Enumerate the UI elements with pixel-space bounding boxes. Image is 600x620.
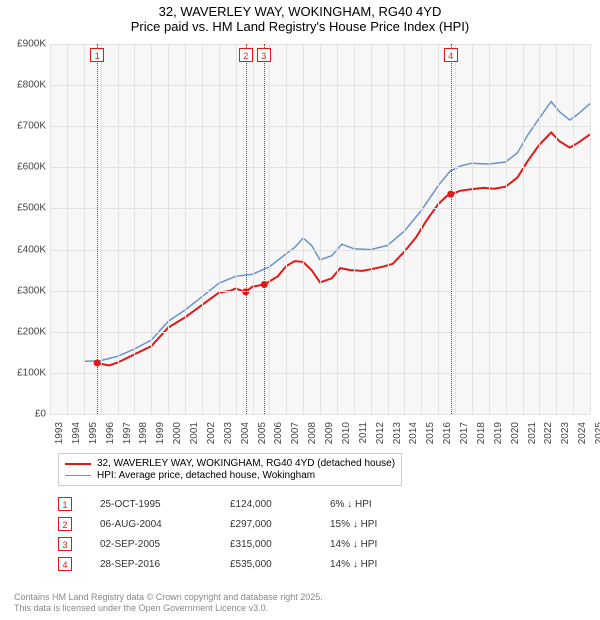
x-tick-label: 1996 — [105, 422, 116, 444]
transaction-date: 25-OCT-1995 — [100, 499, 230, 510]
x-tick-label: 1999 — [155, 422, 166, 444]
x-tick-label: 2018 — [476, 422, 487, 444]
x-tick-label: 2025 — [594, 422, 600, 444]
x-tick-label: 2003 — [223, 422, 234, 444]
y-tick-label: £700K — [17, 121, 46, 132]
y-tick-label: £200K — [17, 326, 46, 337]
transaction-marker-num: 2 — [58, 517, 72, 531]
event-marker-4: 4 — [444, 48, 458, 62]
transaction-row: 1 25-OCT-1995£124,0006% ↓ HPI — [58, 494, 410, 514]
x-tick-label: 2006 — [273, 422, 284, 444]
x-tick-label: 2009 — [324, 422, 335, 444]
x-tick-label: 1997 — [122, 422, 133, 444]
x-tick-label: 2016 — [442, 422, 453, 444]
transaction-diff: 14% ↓ HPI — [330, 539, 410, 550]
x-tick-label: 2023 — [560, 422, 571, 444]
y-tick-label: £800K — [17, 80, 46, 91]
transaction-diff: 6% ↓ HPI — [330, 499, 410, 510]
legend-swatch — [65, 463, 91, 465]
x-tick-label: 2005 — [257, 422, 268, 444]
transaction-price: £315,000 — [230, 539, 330, 550]
y-tick-label: £400K — [17, 244, 46, 255]
transaction-date: 06-AUG-2004 — [100, 519, 230, 530]
y-tick-label: £600K — [17, 162, 46, 173]
x-tick-label: 2008 — [307, 422, 318, 444]
legend: 32, WAVERLEY WAY, WOKINGHAM, RG40 4YD (d… — [58, 453, 402, 486]
transaction-row: 3 02-SEP-2005£315,00014% ↓ HPI — [58, 534, 410, 554]
y-axis: £0£100K£200K£300K£400K£500K£600K£700K£80… — [0, 44, 48, 414]
transaction-price: £297,000 — [230, 519, 330, 530]
x-tick-label: 1995 — [88, 422, 99, 444]
x-tick-label: 2022 — [543, 422, 554, 444]
x-tick-label: 2017 — [459, 422, 470, 444]
x-tick-label: 1998 — [138, 422, 149, 444]
y-tick-label: £500K — [17, 203, 46, 214]
x-tick-label: 2002 — [206, 422, 217, 444]
chart-title-subtitle: Price paid vs. HM Land Registry's House … — [0, 19, 600, 34]
x-tick-label: 2012 — [375, 422, 386, 444]
x-tick-label: 2010 — [341, 422, 352, 444]
legend-label: 32, WAVERLEY WAY, WOKINGHAM, RG40 4YD (d… — [97, 458, 395, 469]
transactions-table: 1 25-OCT-1995£124,0006% ↓ HPI 2 06-AUG-2004… — [58, 494, 410, 574]
transaction-row: 2 06-AUG-2004£297,00015% ↓ HPI — [58, 514, 410, 534]
transaction-diff: 14% ↓ HPI — [330, 559, 410, 570]
transaction-date: 28-SEP-2016 — [100, 559, 230, 570]
event-marker-1: 1 — [90, 48, 104, 62]
event-marker-3: 3 — [257, 48, 271, 62]
x-tick-label: 2015 — [425, 422, 436, 444]
x-tick-label: 2024 — [577, 422, 588, 444]
legend-row-price_paid: 32, WAVERLEY WAY, WOKINGHAM, RG40 4YD (d… — [65, 458, 395, 469]
x-tick-label: 2001 — [189, 422, 200, 444]
transaction-diff: 15% ↓ HPI — [330, 519, 410, 530]
transaction-row: 4 28-SEP-2016£535,00014% ↓ HPI — [58, 554, 410, 574]
x-tick-label: 2004 — [240, 422, 251, 444]
event-marker-2: 2 — [239, 48, 253, 62]
transaction-marker-num: 4 — [58, 557, 72, 571]
chart-title-address: 32, WAVERLEY WAY, WOKINGHAM, RG40 4YD — [0, 4, 600, 19]
x-tick-label: 2019 — [493, 422, 504, 444]
y-tick-label: £100K — [17, 367, 46, 378]
legend-row-hpi: HPI: Average price, detached house, Woki… — [65, 470, 395, 481]
y-tick-label: £0 — [35, 409, 46, 420]
legend-swatch — [65, 475, 91, 476]
y-tick-label: £300K — [17, 285, 46, 296]
x-tick-label: 1993 — [54, 422, 65, 444]
transaction-price: £535,000 — [230, 559, 330, 570]
x-tick-label: 2007 — [290, 422, 301, 444]
x-tick-label: 2011 — [358, 422, 369, 444]
x-tick-label: 2000 — [172, 422, 183, 444]
footer-line2: This data is licensed under the Open Gov… — [14, 603, 323, 614]
chart-container: 32, WAVERLEY WAY, WOKINGHAM, RG40 4YD Pr… — [0, 0, 600, 620]
x-tick-label: 2013 — [392, 422, 403, 444]
transaction-price: £124,000 — [230, 499, 330, 510]
x-tick-label: 1994 — [71, 422, 82, 444]
transaction-marker-num: 1 — [58, 497, 72, 511]
title-block: 32, WAVERLEY WAY, WOKINGHAM, RG40 4YD Pr… — [0, 0, 600, 34]
plot-area: 1 23 4 — [50, 44, 590, 414]
x-tick-label: 2020 — [510, 422, 521, 444]
y-tick-label: £900K — [17, 39, 46, 50]
legend-label: HPI: Average price, detached house, Woki… — [97, 470, 315, 481]
x-axis: 1993 1994 1995 1996 1997 1998 1999 2000 2001 2002… — [50, 418, 590, 450]
x-tick-label: 2014 — [408, 422, 419, 444]
footer-attribution: Contains HM Land Registry data © Crown c… — [14, 592, 323, 615]
x-tick-label: 2021 — [527, 422, 538, 444]
footer-line1: Contains HM Land Registry data © Crown c… — [14, 592, 323, 603]
transaction-date: 02-SEP-2005 — [100, 539, 230, 550]
transaction-marker-num: 3 — [58, 537, 72, 551]
